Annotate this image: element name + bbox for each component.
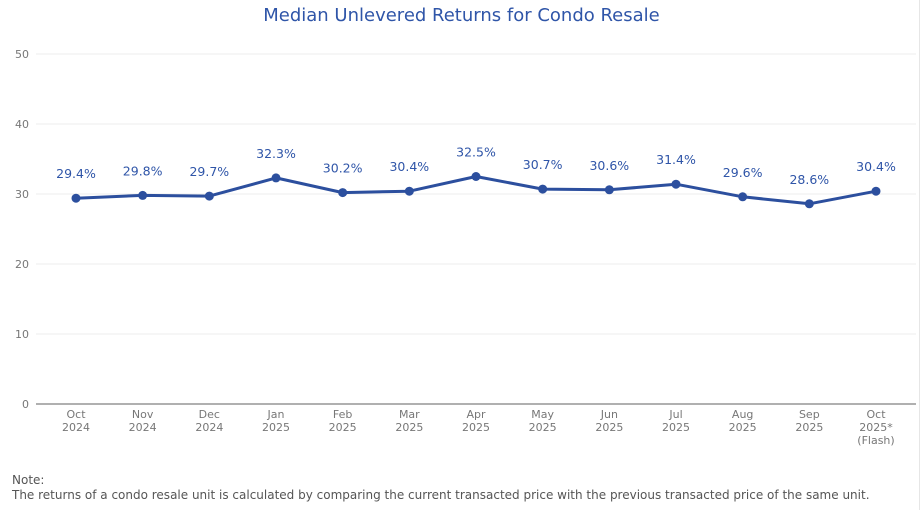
data-point: [71, 193, 81, 203]
x-tick-label: Sep 2025: [795, 408, 823, 434]
data-label: 32.5%: [456, 145, 496, 160]
note-text: The returns of a condo resale unit is ca…: [12, 488, 870, 502]
x-tick-line: 2025: [729, 421, 757, 434]
x-tick-line: Oct: [866, 408, 886, 421]
y-tick-label: 50: [15, 48, 29, 61]
gridlines: [36, 53, 916, 335]
x-tick-line: Aug: [732, 408, 753, 421]
x-tick-label: Dec 2024: [195, 408, 223, 434]
data-points: [71, 172, 881, 209]
data-point: [804, 199, 814, 209]
data-point: [404, 186, 414, 196]
data-label: 29.8%: [123, 163, 163, 178]
y-tick-label: 0: [22, 398, 29, 411]
x-tick-line: Nov: [132, 408, 154, 421]
data-label: 30.4%: [856, 159, 896, 174]
x-tick-line: 2025: [595, 421, 623, 434]
data-label: 29.7%: [189, 164, 229, 179]
data-labels: 29.4% 29.8% 29.7% 32.3% 30.2% 30.4% 32.5% 30.7%…: [56, 145, 896, 187]
note-heading: Note:: [12, 473, 45, 487]
x-tick-label: Aug 2025: [729, 408, 757, 434]
x-tick-line: Feb: [333, 408, 352, 421]
data-point: [471, 172, 481, 181]
data-label: 32.3%: [256, 146, 296, 161]
y-tick-label: 40: [15, 118, 29, 131]
y-tick-label: 10: [15, 328, 29, 341]
x-tick-label: Apr 2025: [462, 408, 490, 434]
x-tick-line: 2025*: [859, 421, 893, 434]
x-tick-line: 2025: [462, 421, 490, 434]
x-tick-label: Oct 2025* (Flash): [857, 408, 894, 447]
x-tick-line: Oct: [66, 408, 86, 421]
data-point: [538, 184, 548, 194]
x-tick-line: Sep: [799, 408, 820, 421]
x-tick-label: Jun 2025: [595, 408, 623, 434]
x-tick-line: May: [531, 408, 554, 421]
x-tick-label: Jul 2025: [662, 408, 690, 434]
y-tick-label: 30: [15, 188, 29, 201]
data-label: 30.6%: [589, 158, 629, 173]
data-label: 31.4%: [656, 152, 696, 167]
x-tick-line: 2024: [62, 421, 90, 434]
x-tick-line: 2024: [195, 421, 223, 434]
data-point: [138, 190, 148, 200]
x-tick-line: 2025: [795, 421, 823, 434]
panel-border: [919, 0, 920, 510]
x-tick-line: 2025: [529, 421, 557, 434]
x-tick-line: 2025: [662, 421, 690, 434]
data-label: 29.6%: [723, 165, 763, 180]
x-tick-label: Jan 2025: [262, 408, 290, 434]
x-tick-label: Mar 2025: [395, 408, 423, 434]
x-tick-line: Apr: [466, 408, 486, 421]
data-point: [738, 192, 748, 202]
data-label: 28.6%: [789, 172, 829, 187]
x-tick-line: (Flash): [857, 434, 894, 447]
data-point: [204, 191, 214, 201]
data-point: [338, 188, 348, 198]
x-tick-line: Dec: [199, 408, 220, 421]
data-point: [871, 186, 881, 196]
x-tick-line: 2025: [329, 421, 357, 434]
x-tick-label: May 2025: [529, 408, 557, 434]
y-axis-ticks: 0 10 20 30 40 50: [15, 48, 29, 411]
data-point: [671, 179, 681, 189]
x-tick-line: Jun: [600, 408, 618, 421]
x-tick-line: Jul: [668, 408, 682, 421]
data-label: 30.4%: [389, 159, 429, 174]
x-tick-line: 2024: [129, 421, 157, 434]
x-tick-label: Oct 2024: [62, 408, 90, 434]
data-label: 29.4%: [56, 166, 96, 181]
data-point: [604, 185, 614, 195]
x-tick-line: Jan: [267, 408, 285, 421]
chart-title: Median Unlevered Returns for Condo Resal…: [263, 5, 660, 26]
x-tick-label: Nov 2024: [129, 408, 157, 434]
data-label: 30.7%: [523, 157, 563, 172]
x-tick-line: 2025: [262, 421, 290, 434]
x-tick-line: 2025: [395, 421, 423, 434]
x-tick-label: Feb 2025: [329, 408, 357, 434]
data-point: [271, 173, 281, 183]
x-tick-line: Mar: [399, 408, 420, 421]
data-label: 30.2%: [323, 161, 363, 176]
y-tick-label: 20: [15, 258, 29, 271]
